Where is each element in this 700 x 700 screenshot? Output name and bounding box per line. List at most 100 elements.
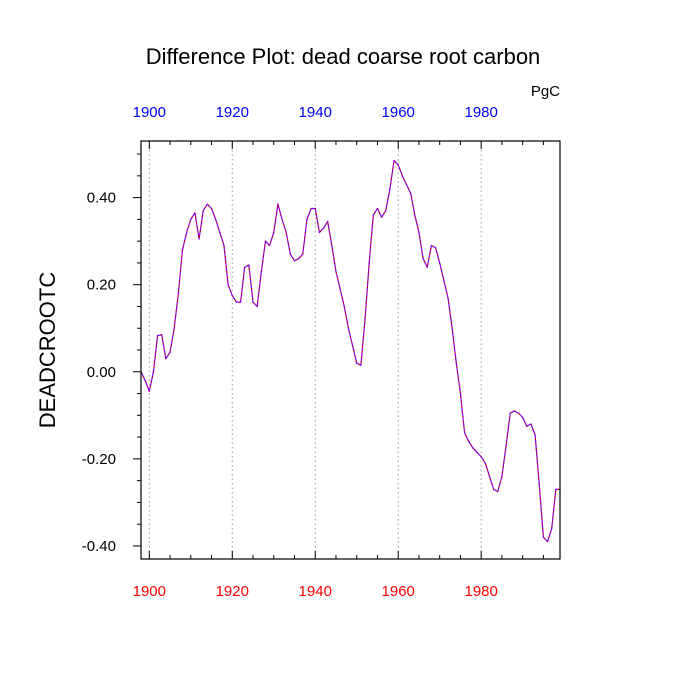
data-point-1973 <box>451 327 453 330</box>
x-tick-label-bottom: 1920 <box>216 583 249 600</box>
data-point-1923 <box>243 266 246 269</box>
data-point-1956 <box>380 216 383 218</box>
data-point-1976 <box>463 431 466 434</box>
data-point-1959 <box>393 159 395 162</box>
data-point-1901 <box>152 370 155 373</box>
data-point-1984 <box>496 490 499 493</box>
data-point-1940 <box>314 207 317 210</box>
axis-ticks: 1900 1900 1920 1920 1940 1940 1960 1960 1980 1980… <box>82 104 544 600</box>
data-point-1899 <box>144 379 146 382</box>
data-point-1921 <box>235 301 238 303</box>
data-point-1965 <box>418 231 420 234</box>
data-point-1972 <box>447 296 449 299</box>
data-point-1913 <box>202 209 205 212</box>
data-point-1920 <box>231 294 234 297</box>
data-point-1928 <box>264 240 267 242</box>
data-point-1914 <box>206 203 209 205</box>
data-point-1907 <box>177 292 180 295</box>
data-point-1944 <box>331 244 333 247</box>
data-point-1906 <box>173 327 175 330</box>
data-point-1946 <box>339 288 341 290</box>
data-point-1980 <box>480 455 482 458</box>
x-tick-label-top: 1920 <box>216 104 249 121</box>
data-point-1978 <box>472 447 474 449</box>
data-point-1975 <box>459 392 462 395</box>
data-point-1957 <box>384 209 387 212</box>
data-point-1905 <box>169 351 171 353</box>
data-point-1915 <box>210 207 213 210</box>
data-point-1945 <box>335 270 337 273</box>
y-tick-label: 0.00 <box>87 364 116 381</box>
x-tick-label-bottom: 1960 <box>382 583 415 600</box>
data-point-1991 <box>526 425 528 427</box>
data-point-1919 <box>227 283 229 286</box>
data-point-1939 <box>310 207 312 210</box>
units-label: PgC <box>531 83 560 100</box>
data-point-1947 <box>343 305 346 308</box>
data-point-1909 <box>185 231 188 234</box>
data-point-1964 <box>414 214 416 216</box>
data-point-1902 <box>156 334 159 337</box>
data-point-1943 <box>326 220 329 223</box>
data-point-1918 <box>223 244 225 247</box>
x-tick-label-bottom: 1980 <box>464 583 497 600</box>
data-point-1941 <box>318 231 321 234</box>
data-point-1994 <box>538 484 541 486</box>
x-tick-label-bottom: 1900 <box>133 583 166 600</box>
x-tick-label-top: 1940 <box>299 104 332 121</box>
data-point-1922 <box>239 301 242 303</box>
y-tick-label: -0.20 <box>82 451 116 468</box>
data-point-1997 <box>550 527 553 530</box>
data-point-1927 <box>260 270 263 273</box>
data-point-1937 <box>301 253 304 256</box>
data-point-1934 <box>289 253 292 256</box>
data-point-1938 <box>306 218 308 221</box>
data-point-1932 <box>281 218 283 221</box>
data-point-1968 <box>430 244 433 247</box>
data-point-1929 <box>268 244 271 247</box>
data-point-1910 <box>189 218 192 221</box>
data-point-1911 <box>194 212 196 214</box>
data-point-1953 <box>368 262 370 264</box>
data-point-1982 <box>488 475 491 478</box>
data-point-1924 <box>248 264 250 266</box>
data-point-1908 <box>181 249 184 251</box>
x-tick-label-bottom: 1940 <box>299 583 332 600</box>
data-point-1986 <box>505 444 507 447</box>
data-point-1900 <box>148 390 151 393</box>
data-point-1995 <box>542 536 545 539</box>
data-point-1998 <box>555 488 557 491</box>
data-point-1963 <box>409 192 412 195</box>
data-point-1966 <box>422 257 424 260</box>
y-tick-label: 0.20 <box>87 277 116 294</box>
data-point-1993 <box>534 434 536 436</box>
data-point-1983 <box>492 488 495 491</box>
data-point-1904 <box>165 357 167 360</box>
x-tick-label-top: 1980 <box>464 104 497 121</box>
data-point-1971 <box>443 279 445 282</box>
data-point-1903 <box>160 333 163 336</box>
grid-lines <box>148 141 482 559</box>
data-point-1992 <box>530 423 532 425</box>
data-point-1967 <box>426 266 429 269</box>
y-tick-label: 0.40 <box>87 190 116 207</box>
data-point-1981 <box>484 462 487 465</box>
data-point-1985 <box>501 475 503 478</box>
data-point-1958 <box>389 188 391 190</box>
data-point-1942 <box>322 227 325 229</box>
data-point-1960 <box>397 164 400 166</box>
x-tick-label-top: 1960 <box>382 104 415 121</box>
data-point-1977 <box>467 440 470 443</box>
data-point-1936 <box>297 257 300 260</box>
data-point-1979 <box>476 451 478 454</box>
data-point-1987 <box>509 412 512 414</box>
data-point-1925 <box>252 301 254 303</box>
data-point-1930 <box>272 231 275 234</box>
data-point-1989 <box>517 412 520 414</box>
data-point-1954 <box>372 214 375 216</box>
data-point-1951 <box>360 364 362 367</box>
data-point-1952 <box>364 318 366 321</box>
data-point-1969 <box>434 246 437 249</box>
data-point-1970 <box>438 262 441 264</box>
chart-title: Difference Plot: dead coarse root carbon <box>146 44 541 69</box>
